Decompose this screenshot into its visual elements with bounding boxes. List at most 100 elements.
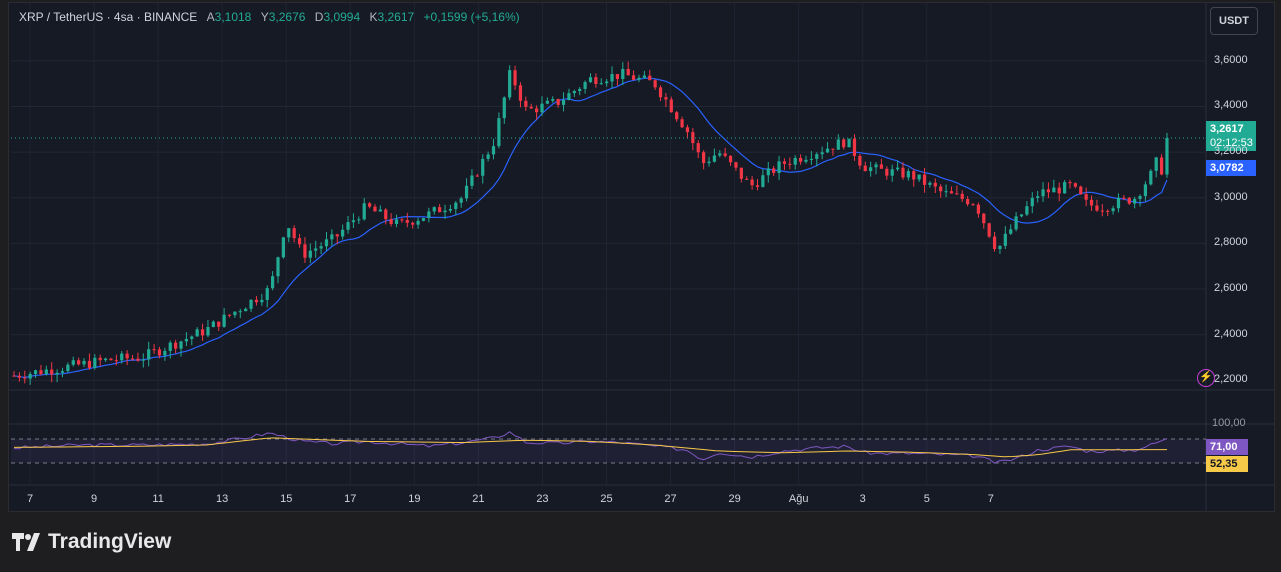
candle-body — [351, 220, 356, 223]
candle-body — [874, 164, 878, 168]
candle-body — [917, 174, 921, 180]
candle-body — [702, 152, 706, 164]
candle-body — [545, 100, 549, 104]
candle-body — [712, 155, 717, 162]
candle-body — [1014, 216, 1018, 230]
symbol-legend[interactable]: XRP / TetherUS · 4sa · BINANCE A3,1018 Y… — [19, 10, 520, 24]
candle-body — [416, 220, 420, 225]
candle-body — [728, 155, 733, 163]
time-tick-label: 11 — [152, 493, 164, 505]
high-value: 3,2676 — [268, 10, 306, 24]
change-value: +0,1599 (+5,16%) — [423, 10, 520, 24]
candle-body — [734, 162, 738, 168]
candle-body — [147, 349, 151, 360]
candle-body — [998, 245, 1002, 250]
symbol-title[interactable]: XRP / TetherUS · 4sa · BINANCE — [19, 10, 198, 24]
candle-body — [491, 146, 496, 155]
candle-body — [842, 139, 846, 148]
candle-body — [675, 112, 679, 120]
candle-body — [427, 211, 431, 219]
candle-body — [572, 91, 576, 94]
candle-body — [669, 99, 673, 113]
candle-body — [1036, 196, 1040, 198]
candle-body — [820, 152, 824, 155]
candle-body — [265, 288, 269, 300]
candle-body — [254, 299, 259, 303]
candle-body — [960, 193, 964, 200]
candle-body — [836, 139, 840, 150]
candle-body — [535, 108, 539, 113]
candle-body — [804, 159, 808, 162]
rsi-top-label: 100,00 — [1212, 417, 1246, 429]
candle-body — [739, 167, 743, 179]
candle-body — [33, 370, 38, 374]
candle-body — [44, 369, 48, 375]
candle-body — [561, 99, 566, 105]
candle-body — [750, 179, 754, 186]
candle-body — [222, 314, 226, 327]
candle-body — [103, 358, 108, 361]
candle-body — [276, 257, 280, 277]
candle-body — [497, 118, 501, 147]
candle-body — [691, 132, 695, 144]
moving-average-line — [13, 77, 1168, 378]
price-tick-label: 2,8000 — [1214, 236, 1248, 249]
candle-body — [190, 336, 194, 339]
candle-body — [788, 163, 792, 165]
rsi-ma-value-tag: 52,35 — [1206, 456, 1248, 472]
candle-body — [1111, 208, 1115, 212]
candle-body — [260, 299, 264, 303]
candle-body — [249, 299, 253, 309]
candle-body — [508, 70, 512, 98]
candle-body — [869, 167, 873, 172]
candle-body — [373, 206, 377, 212]
candle-body — [631, 75, 636, 80]
candle-body — [863, 165, 867, 172]
candle-body — [772, 168, 776, 173]
candle-body — [1095, 205, 1099, 211]
candle-body — [658, 87, 663, 98]
currency-button[interactable]: USDT — [1210, 7, 1258, 35]
price-tick-label: 2,4000 — [1214, 327, 1248, 340]
candle-body — [1030, 197, 1034, 207]
candle-body — [206, 327, 210, 336]
candle-body — [610, 74, 614, 82]
candle-body — [287, 228, 291, 238]
candle-body — [1089, 199, 1094, 206]
candle-body — [885, 168, 889, 176]
candle-body — [782, 161, 787, 164]
candle-body — [200, 329, 205, 336]
candle-body — [1019, 214, 1024, 217]
candle-body — [529, 106, 533, 109]
candle-body — [707, 161, 711, 164]
candle-body — [588, 77, 593, 83]
candle-body — [486, 154, 490, 159]
candle-body — [168, 342, 172, 351]
candle-body — [179, 341, 183, 349]
candle-body — [1003, 233, 1007, 246]
lightning-icon[interactable]: ⚡ — [1197, 369, 1215, 387]
candle-body — [637, 77, 641, 80]
time-tick-label: 15 — [280, 493, 293, 505]
candle-body — [680, 119, 684, 128]
tradingview-logo[interactable]: TradingView — [12, 530, 171, 554]
countdown-value: 02:12:53 — [1210, 137, 1253, 149]
time-tick-label: 23 — [536, 493, 549, 505]
candle-body — [297, 238, 302, 245]
candle-body — [28, 373, 32, 379]
candle-body — [594, 77, 598, 84]
chart-canvas[interactable] — [9, 3, 1274, 511]
time-tick-label: 29 — [728, 493, 741, 505]
candle-body — [120, 353, 124, 361]
candle-body — [642, 75, 646, 78]
candle-body — [992, 236, 997, 250]
candle-body — [211, 321, 215, 328]
candle-body — [341, 229, 345, 237]
candle-body — [163, 350, 167, 356]
candle-body — [939, 186, 943, 192]
candle-body — [949, 191, 954, 194]
candle-body — [1149, 170, 1153, 185]
candle-body — [303, 244, 307, 258]
candle-body — [367, 203, 372, 207]
candle-body — [238, 311, 242, 313]
